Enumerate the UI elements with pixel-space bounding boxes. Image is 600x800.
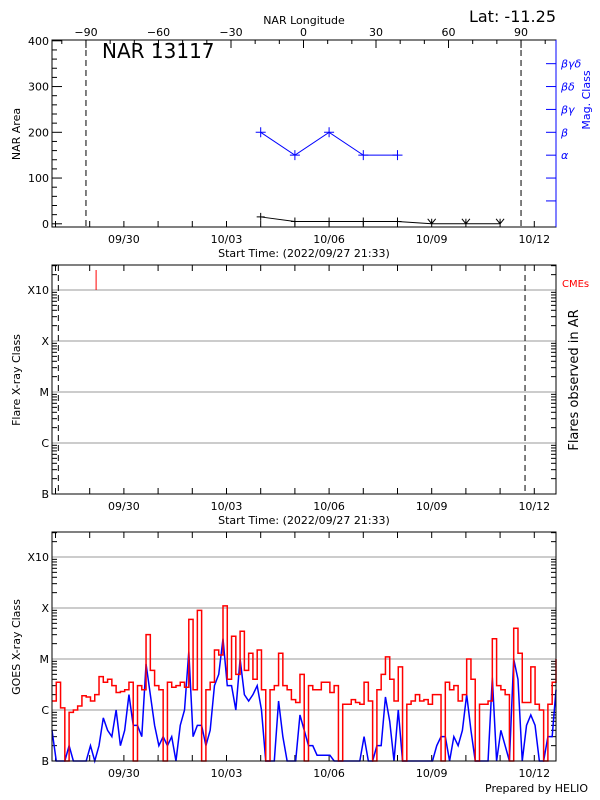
y-tick-label: 200 [28, 126, 49, 139]
x-tick-label: 10/12 [518, 500, 550, 513]
plot-frame [51, 264, 557, 495]
y-tick-label: M [40, 653, 50, 666]
y-tick-label: 0 [42, 218, 49, 231]
y-tick-label: B [41, 755, 49, 768]
panel3-ylabel: GOES X-ray Class [10, 599, 23, 695]
y-tick-label: 300 [28, 81, 49, 94]
x-tick-label: 10/12 [518, 767, 550, 780]
panel2-xlabel-prefix: Start Time: (2022/09/27 21:33) [218, 514, 390, 527]
top-x-tick-label: 90 [514, 26, 528, 39]
nar-area-point [461, 218, 471, 225]
mag-class-point [255, 127, 266, 138]
y-tick-label: B [41, 488, 49, 501]
panel1-xlabel-prefix: Start Time: (2022/09/27 21:33) [218, 247, 390, 260]
x-tick-label: 10/09 [416, 767, 448, 780]
cme-legend-label: CMEs [562, 279, 589, 290]
top-x-tick-label: −60 [147, 26, 170, 39]
nar-area-point [290, 217, 299, 226]
xlabel-prefix: Start Time: [218, 247, 279, 260]
start-time: 2022/09/27 21:33 [287, 514, 386, 527]
x-tick-label: 10/03 [211, 767, 243, 780]
x-tick-label: 09/30 [108, 767, 140, 780]
right-y-tick-label: βδ [560, 81, 575, 94]
y-tick-label: 400 [28, 35, 49, 48]
right-y-tick-label: βγδ [560, 58, 582, 71]
mag-class-point [289, 150, 300, 161]
y-tick-label: X10 [27, 551, 49, 564]
nar-area-point [359, 217, 368, 226]
mag-class-point [392, 150, 403, 161]
x-tick-label: 10/03 [211, 233, 243, 246]
latitude-label: Lat: -11.25 [469, 7, 556, 26]
x-tick-label: 09/30 [108, 233, 140, 246]
nar-area-point [256, 212, 265, 221]
top-x-tick-label: −90 [74, 26, 97, 39]
plot-frame [51, 531, 557, 762]
y-tick-label: C [41, 437, 49, 450]
nar-area-point [427, 218, 437, 225]
top-axis-label: NAR Longitude [263, 14, 345, 27]
right-y-tick-label: α [561, 149, 569, 162]
panel1-right-label: Mag. Class [580, 70, 593, 129]
x-tick-label: 10/09 [416, 500, 448, 513]
panel-nar-area: 09/30 10/03 10/06 10/09 10/12 −90 −60 −30 0 30 60 9… [28, 26, 582, 246]
y-tick-label: M [40, 386, 50, 399]
right-y-tick-label: β [560, 126, 568, 139]
y-tick-label: X10 [27, 284, 49, 297]
y-tick-label: C [41, 704, 49, 717]
mag-class-point [324, 127, 335, 138]
panel2-right-label: Flares observed in AR [567, 309, 582, 450]
right-y-tick-label: βγ [560, 103, 575, 116]
x-tick-label: 10/06 [313, 767, 345, 780]
panel-goes-xray: B C M X X10 09/30 10/03 10/06 10/09 10/12 [27, 531, 557, 780]
top-x-tick-label: −30 [219, 26, 242, 39]
y-tick-label: X [41, 335, 49, 348]
start-time: 2022/09/27 21:33 [287, 247, 386, 260]
mag-class-point [358, 150, 369, 161]
goes-long-trace [52, 605, 557, 762]
panel-flare-class: B C M X X10 09/30 10/03 10/06 10/09 10/12 [27, 264, 557, 513]
x-tick-label: 10/03 [211, 500, 243, 513]
nar-area-point [325, 217, 334, 226]
x-tick-label: 10/12 [518, 233, 550, 246]
top-x-tick-label: 60 [442, 26, 456, 39]
nar-area-point [495, 218, 505, 225]
xlabel-prefix: Start Time: [218, 514, 279, 527]
y-tick-label: 100 [28, 172, 49, 185]
top-x-tick-label: 0 [300, 26, 307, 39]
credit-label: Prepared by HELIO [485, 782, 588, 795]
x-tick-label: 09/30 [108, 500, 140, 513]
nar-area-line [260, 216, 501, 225]
panel2-ylabel: Flare X-ray Class [10, 334, 23, 426]
x-tick-label: 10/06 [313, 233, 345, 246]
x-tick-label: 10/09 [416, 233, 448, 246]
panel1-ylabel: NAR Area [10, 108, 23, 160]
y-tick-label: X [41, 602, 49, 615]
top-x-tick-label: 30 [369, 26, 383, 39]
plot-frame [51, 39, 557, 228]
x-tick-label: 10/06 [313, 500, 345, 513]
nar-area-point [393, 217, 402, 226]
